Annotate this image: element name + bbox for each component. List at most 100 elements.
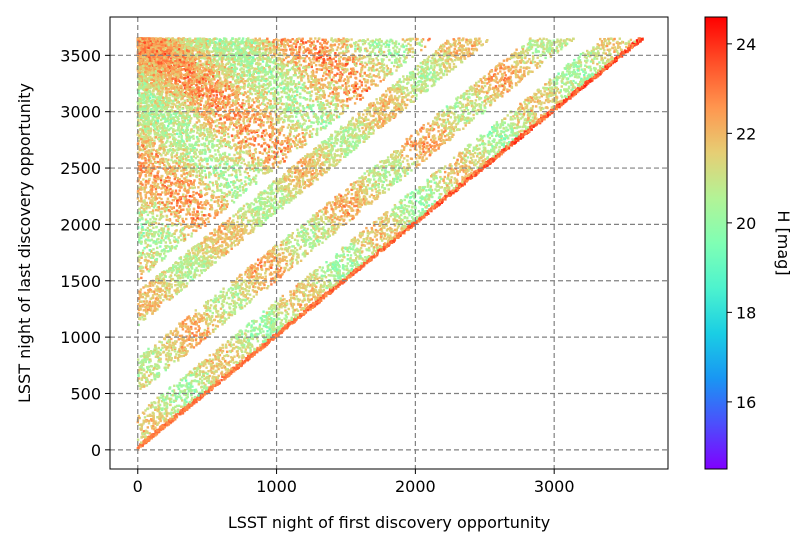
data-point — [169, 400, 173, 403]
data-point — [381, 248, 385, 252]
data-point — [178, 411, 181, 414]
data-point — [265, 313, 269, 316]
data-point — [189, 381, 193, 384]
data-point — [341, 258, 344, 262]
data-point — [337, 269, 340, 273]
data-point — [311, 305, 314, 308]
data-point — [382, 237, 386, 240]
data-point — [158, 403, 162, 407]
data-point — [403, 207, 406, 210]
data-point — [272, 311, 276, 314]
data-point — [221, 375, 224, 378]
data-point — [250, 264, 253, 267]
data-point — [586, 75, 590, 78]
data-point — [208, 354, 211, 357]
data-point — [559, 75, 563, 78]
data-point — [256, 347, 259, 350]
data-point — [248, 357, 251, 360]
data-point — [390, 231, 393, 234]
data-point — [439, 175, 442, 179]
data-point — [193, 367, 196, 370]
data-point — [310, 289, 313, 292]
data-point — [247, 346, 250, 349]
data-point — [561, 71, 564, 74]
data-point — [344, 246, 347, 250]
data-point — [272, 277, 275, 280]
data-point — [184, 408, 187, 411]
data-point — [409, 136, 412, 139]
data-point — [411, 191, 414, 194]
data-point — [239, 329, 242, 332]
data-point — [457, 170, 461, 174]
data-point — [488, 133, 491, 136]
data-point — [406, 193, 409, 196]
data-point — [322, 270, 325, 273]
data-point — [204, 334, 207, 337]
data-point — [220, 351, 224, 354]
data-point — [235, 365, 239, 368]
data-point — [437, 185, 440, 188]
data-point — [252, 352, 256, 355]
data-point — [350, 240, 353, 243]
data-point — [502, 130, 505, 134]
data-point — [249, 265, 252, 269]
data-point — [183, 401, 186, 404]
data-point — [597, 44, 601, 47]
data-point — [303, 297, 306, 300]
data-point — [270, 326, 273, 329]
data-point — [431, 175, 434, 178]
data-point — [564, 67, 567, 70]
data-point — [485, 90, 488, 94]
data-point — [551, 87, 554, 91]
data-point — [552, 39, 555, 42]
data-point — [613, 49, 616, 52]
data-point — [255, 337, 259, 340]
data-point — [358, 195, 361, 199]
data-point — [511, 131, 515, 134]
data-point — [538, 106, 542, 109]
data-point — [482, 76, 485, 79]
data-point — [241, 356, 244, 359]
data-point — [329, 268, 332, 272]
data-point — [158, 412, 162, 415]
data-point — [190, 371, 194, 375]
data-point — [282, 239, 285, 242]
data-point — [198, 373, 201, 377]
data-point — [571, 88, 574, 91]
data-point — [540, 117, 544, 120]
data-point — [292, 321, 295, 324]
data-point — [470, 168, 474, 171]
data-point — [492, 126, 496, 130]
data-point — [333, 274, 337, 277]
data-point — [207, 381, 211, 384]
data-point — [374, 228, 378, 232]
data-point — [548, 111, 552, 114]
data-point — [259, 316, 262, 320]
data-point — [346, 248, 349, 251]
data-point — [249, 350, 252, 354]
data-point — [317, 280, 320, 283]
data-point — [307, 294, 310, 297]
data-point — [147, 368, 150, 371]
data-point — [186, 407, 189, 411]
data-point — [339, 281, 342, 284]
data-point — [236, 352, 240, 356]
data-point — [313, 276, 317, 280]
data-point — [442, 167, 446, 170]
data-point — [244, 336, 247, 340]
data-point — [194, 320, 197, 324]
data-point — [206, 379, 209, 383]
data-point — [296, 287, 299, 291]
data-point — [456, 179, 459, 183]
data-point — [265, 311, 269, 315]
data-point — [550, 86, 554, 89]
data-point — [587, 51, 591, 54]
data-point — [544, 86, 547, 90]
data-point — [201, 361, 204, 364]
data-point — [275, 318, 278, 321]
data-point — [251, 354, 254, 358]
data-point — [396, 221, 399, 224]
data-point — [269, 307, 272, 310]
data-point — [343, 256, 346, 259]
data-point — [151, 372, 154, 375]
